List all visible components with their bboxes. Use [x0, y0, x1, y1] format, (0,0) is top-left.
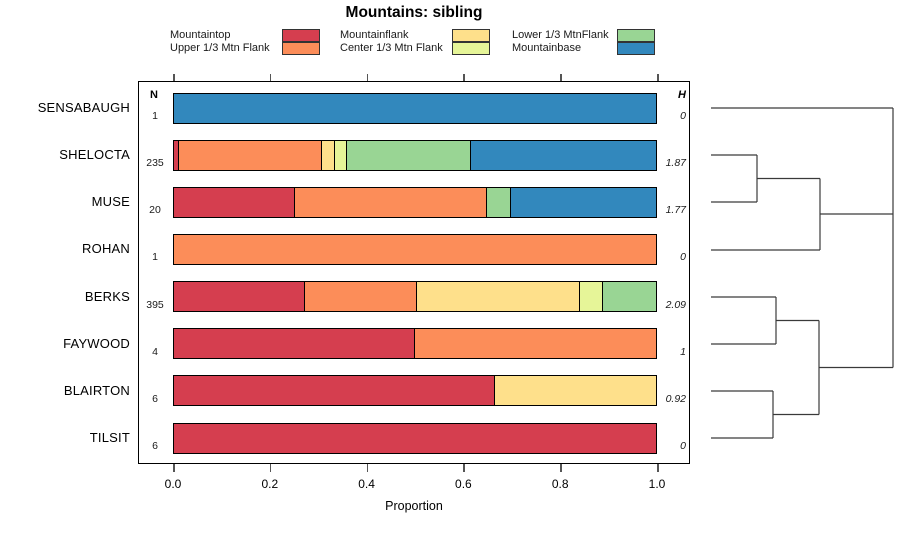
legend-item-label: Center 1/3 Mtn Flank — [340, 42, 443, 54]
x-tick-bottom — [657, 464, 659, 472]
bar-segment — [487, 187, 512, 217]
legend-swatch — [617, 29, 655, 42]
h-column-header: H — [678, 89, 686, 101]
n-count: 20 — [149, 204, 161, 217]
bar-row — [173, 281, 657, 313]
x-tick-top — [173, 74, 175, 81]
h-entropy: 1 — [680, 345, 686, 358]
legend-swatch — [282, 29, 320, 42]
bar-segment — [174, 376, 496, 406]
bar-segment — [304, 282, 417, 312]
legend-item-label: Mountainbase — [512, 42, 582, 54]
x-tick-label: 0.2 — [261, 477, 279, 491]
x-tick-top — [463, 74, 465, 81]
bar-segment — [347, 140, 472, 170]
bar-segment — [174, 329, 415, 359]
x-tick-bottom — [463, 464, 465, 472]
bar-row — [173, 328, 657, 360]
row-label: ROHAN — [82, 241, 130, 257]
legend-item-label: Mountaintop — [170, 29, 231, 41]
x-tick-label: 0.4 — [358, 477, 375, 491]
row-label: MUSE — [91, 194, 130, 210]
x-tick-bottom — [560, 464, 562, 472]
row-label: SHELOCTA — [59, 147, 130, 163]
bar-row — [173, 375, 657, 407]
bar-segment — [471, 140, 656, 170]
bar-segment — [174, 234, 656, 264]
bar-segment — [174, 140, 179, 170]
bar-row — [173, 422, 657, 454]
row-label: SENSABAUGH — [37, 100, 130, 115]
bar-segment — [174, 187, 295, 217]
h-entropy: 2.09 — [665, 298, 686, 311]
legend-swatch — [452, 29, 490, 42]
n-count: 6 — [152, 440, 158, 453]
row-label: TILSIT — [89, 430, 130, 446]
bar-segment — [580, 282, 603, 312]
x-tick-top — [657, 74, 659, 81]
bar-row — [173, 186, 657, 218]
x-tick-bottom — [269, 464, 272, 472]
n-count: 395 — [146, 298, 164, 311]
legend-swatch — [282, 41, 320, 55]
bar-row — [173, 139, 657, 171]
n-count: 6 — [152, 392, 158, 405]
bar-segment — [495, 376, 656, 406]
chart-title: Mountains: sibling — [345, 4, 483, 21]
legend-swatch — [452, 41, 490, 55]
h-entropy: 0 — [680, 440, 686, 453]
row-label: BLAIRTON — [63, 382, 130, 398]
n-count: 4 — [152, 345, 158, 358]
bar-segment — [416, 282, 581, 312]
h-entropy: 1.77 — [665, 204, 686, 217]
bar-segment — [174, 423, 656, 453]
bar-segment — [415, 329, 656, 359]
dendrogram — [711, 107, 894, 439]
h-entropy: 1.87 — [665, 157, 686, 170]
bar-segment — [294, 187, 488, 217]
bar-segment — [511, 187, 656, 217]
x-tick-label: 1.0 — [648, 477, 666, 491]
bar-segment — [322, 140, 336, 170]
x-tick-bottom — [173, 464, 175, 472]
bar-segment — [602, 282, 656, 312]
h-entropy: 0 — [680, 251, 686, 264]
bar-segment — [174, 93, 656, 123]
h-entropy: 0.92 — [665, 392, 686, 405]
legend-swatch — [617, 41, 655, 55]
x-tick-top — [366, 74, 369, 81]
h-entropy: 0 — [680, 110, 686, 122]
row-label: FAYWOOD — [63, 335, 130, 351]
bar-segment — [174, 282, 305, 312]
bar-segment — [178, 140, 323, 170]
n-column-header: N — [150, 89, 158, 101]
x-tick-label: 0.8 — [551, 477, 569, 491]
n-count: 1 — [152, 251, 158, 264]
x-tick-label: 0.6 — [455, 477, 472, 491]
x-tick-top — [560, 74, 562, 81]
n-count: 1 — [152, 110, 158, 122]
legend-item-label: Mountainflank — [340, 29, 409, 41]
plot-box — [138, 81, 690, 464]
n-count: 235 — [146, 157, 164, 170]
row-label: BERKS — [84, 288, 130, 304]
x-tick-label: 0.0 — [164, 477, 182, 491]
x-tick-top — [269, 74, 272, 81]
legend: Mountaintop Upper 1/3 Mtn Flank Mountainfl… — [0, 29, 900, 59]
x-tick-bottom — [366, 464, 369, 472]
legend-item-label: Lower 1/3 MtnFlank — [512, 29, 609, 41]
bar-row — [173, 92, 657, 124]
bar-segment — [335, 140, 347, 170]
x-axis-title: Proportion — [385, 499, 443, 513]
bar-row — [173, 233, 657, 265]
legend-item-label: Upper 1/3 Mtn Flank — [170, 42, 270, 54]
